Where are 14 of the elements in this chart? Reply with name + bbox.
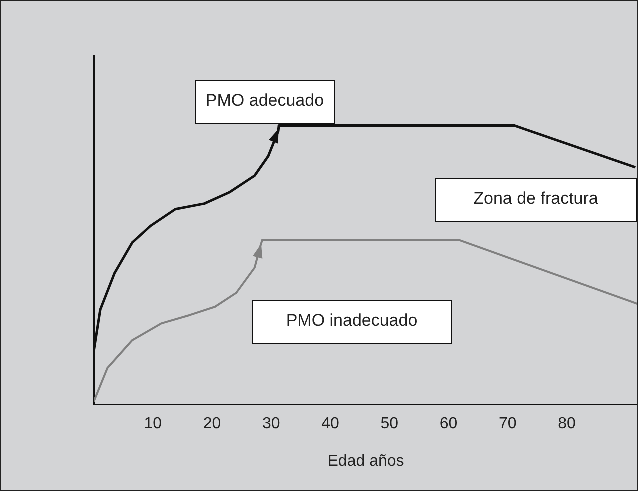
series-label: PMO adecuado [206,91,324,110]
text-box: Zona de fractura [435,178,637,222]
x-tick-label: 20 [203,416,222,433]
x-axis-title: Edad años [328,452,404,470]
annotation: Zona de fractura [474,189,598,208]
text-box: PMO inadecuado [252,300,452,344]
x-tick-label: 80 [558,416,576,433]
x-tick-label: 30 [262,416,280,433]
x-tick-label: 10 [144,416,162,433]
x-tick-label: 70 [499,416,517,433]
x-tick-label: 50 [380,416,399,433]
x-tick-label: 40 [322,416,340,433]
x-tick-label: 60 [440,416,458,433]
text-box: PMO adecuado [195,80,335,124]
